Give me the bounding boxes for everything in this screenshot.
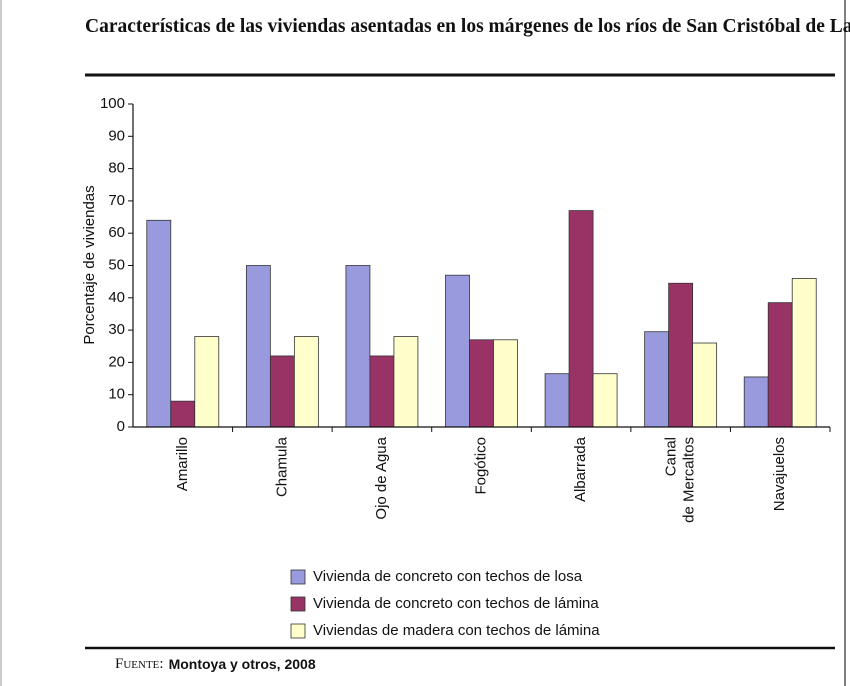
x-tick-label: Albarrada bbox=[572, 436, 589, 502]
y-tick-label: 20 bbox=[108, 353, 125, 370]
bar bbox=[544, 373, 570, 428]
legend-label: Vivienda de concreto con techos de lámin… bbox=[313, 595, 599, 612]
bar bbox=[293, 336, 319, 428]
bar bbox=[245, 265, 271, 428]
legend-swatch bbox=[290, 623, 306, 639]
bar bbox=[767, 302, 793, 428]
legend-swatch bbox=[290, 569, 306, 585]
y-tick-label: 50 bbox=[108, 256, 125, 273]
y-tick-label: 0 bbox=[117, 418, 125, 435]
source: Fuente: Montoya y otros, 2008 bbox=[115, 656, 316, 673]
x-tick-label: Navajuelos bbox=[771, 437, 788, 511]
y-tick-label: 10 bbox=[108, 386, 125, 403]
bar bbox=[469, 339, 494, 428]
bar bbox=[170, 400, 196, 428]
bar bbox=[146, 219, 172, 428]
y-tick-label: 90 bbox=[108, 127, 125, 144]
x-tick-label: Amarillo bbox=[174, 437, 191, 491]
x-tick-label: Ojo de Agua bbox=[373, 436, 390, 519]
bar bbox=[668, 282, 694, 428]
y-axis-label: Porcentaje de viviendas bbox=[81, 185, 98, 344]
y-tick-label: 80 bbox=[108, 160, 125, 177]
legend-label: Vivienda de concreto con techos de losa bbox=[313, 568, 583, 585]
legend-swatch bbox=[290, 596, 306, 612]
x-tick-label: Canalde Mercaltos bbox=[663, 437, 698, 523]
bar bbox=[269, 355, 295, 428]
bar bbox=[743, 376, 769, 428]
x-tick-label: Fogótico bbox=[472, 437, 489, 495]
bar bbox=[194, 336, 220, 428]
bar bbox=[369, 355, 395, 428]
bar bbox=[393, 336, 419, 428]
chart-title: Características de las viviendas asentad… bbox=[85, 16, 850, 37]
source-text: Montoya y otros, 2008 bbox=[169, 656, 316, 672]
y-tick-label: 60 bbox=[108, 224, 125, 241]
y-tick-label: 40 bbox=[108, 289, 125, 306]
bar bbox=[644, 331, 670, 428]
bar bbox=[592, 373, 618, 428]
x-tick-label: Chamula bbox=[273, 436, 290, 497]
y-tick-label: 70 bbox=[108, 192, 125, 209]
legend-label: Viviendas de madera con techos de lámina bbox=[313, 622, 600, 639]
bar bbox=[568, 210, 594, 428]
bar bbox=[445, 274, 470, 428]
source-label: Fuente: bbox=[115, 656, 164, 672]
bar bbox=[345, 265, 371, 428]
y-tick-label: 100 bbox=[100, 95, 125, 112]
y-tick-label: 30 bbox=[108, 321, 125, 338]
bar bbox=[791, 278, 817, 428]
bar bbox=[493, 339, 518, 428]
bar bbox=[692, 342, 718, 428]
